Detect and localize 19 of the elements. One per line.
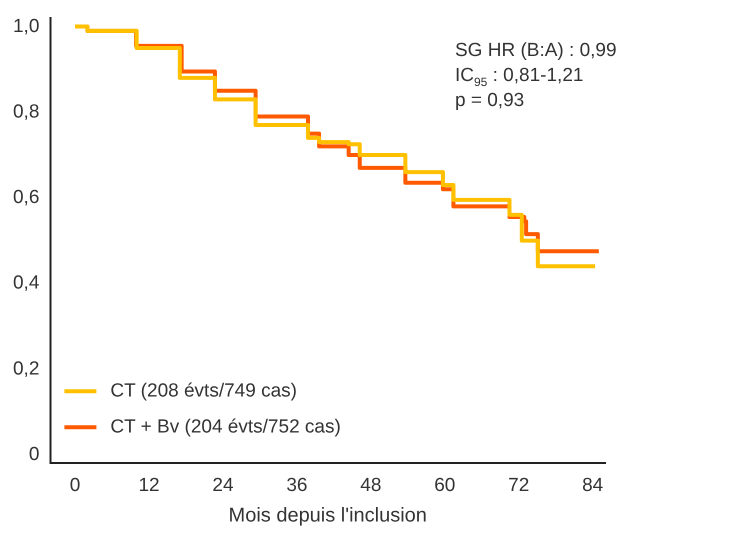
y-tick-label: 0,2 (12, 358, 40, 380)
y-tick-label: 0,8 (12, 101, 40, 122)
legend-label: CT (208 évts/749 cas) (110, 380, 297, 402)
y-tick-label: 0,6 (12, 187, 40, 208)
annotation: SG HR (B:A) : 0,99 (455, 40, 617, 61)
x-axis-title: Mois depuis l'inclusion (228, 504, 427, 527)
legend-label: CT + Bv (204 évts/752 cas) (110, 416, 341, 438)
x-tick-label: 0 (70, 474, 80, 496)
x-tick-label: 60 (434, 474, 456, 496)
x-tick-label: 84 (582, 474, 604, 496)
y-tick-label: 0 (28, 444, 40, 465)
y-tick-label: 1,0 (12, 16, 40, 37)
x-tick-label: 12 (138, 474, 160, 496)
x-tick-label: 72 (508, 474, 530, 496)
y-tick-label: 0,4 (12, 272, 40, 294)
x-tick-label: 24 (212, 474, 234, 496)
x-tick-label: 36 (286, 474, 308, 496)
annotation: p = 0,93 (455, 90, 524, 111)
x-tick-label: 48 (360, 474, 382, 496)
